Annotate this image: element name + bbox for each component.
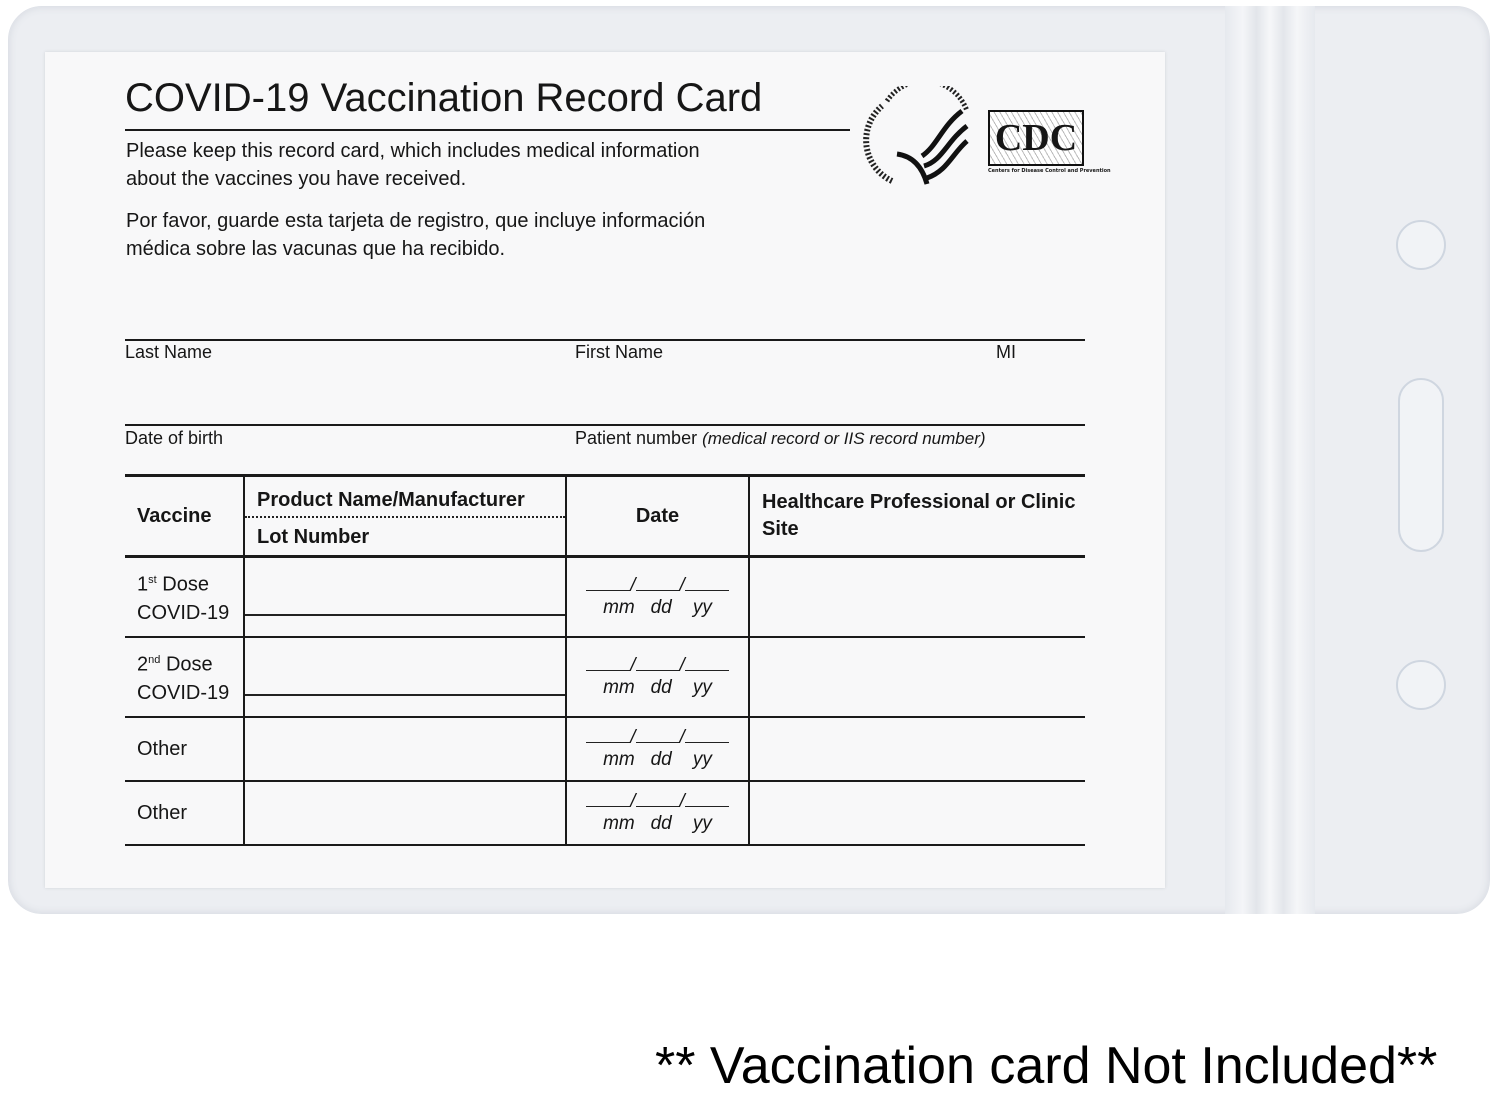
product-cell[interactable] bbox=[243, 779, 567, 846]
header-date: Date bbox=[565, 474, 750, 558]
other-label: Other bbox=[125, 715, 245, 782]
intro-es-2: médica sobre las vacunas que ha recibido… bbox=[126, 238, 506, 260]
date-cell[interactable]: / / mm dd yy bbox=[565, 635, 750, 718]
date-cell[interactable]: / / mm dd yy bbox=[565, 555, 750, 638]
date-cell[interactable]: / / mm dd yy bbox=[565, 779, 750, 846]
title-underline bbox=[125, 129, 850, 131]
site-cell[interactable] bbox=[748, 555, 1085, 638]
last-name-label: Last Name bbox=[125, 342, 213, 362]
site-cell[interactable] bbox=[748, 779, 1085, 846]
cdc-logo: CDC bbox=[988, 110, 1084, 166]
intro-en-2: about the vaccines you have received. bbox=[126, 168, 467, 190]
header-product: Product Name/Manufacturer Lot Number bbox=[243, 474, 567, 558]
punch-hole bbox=[1396, 220, 1446, 270]
site-cell[interactable] bbox=[748, 715, 1085, 782]
dose-label: 1st Dose COVID-19 bbox=[125, 555, 245, 638]
table-row: 1st Dose COVID-19 // mm dd yy bbox=[125, 555, 1085, 638]
table-row: Other / / mm dd yy bbox=[125, 715, 1085, 782]
table-row: Other / / mm dd yy bbox=[125, 779, 1085, 846]
vaccination-table: Vaccine Product Name/Manufacturer Lot Nu… bbox=[125, 474, 1085, 846]
table-header-row: Vaccine Product Name/Manufacturer Lot Nu… bbox=[125, 474, 1085, 558]
punch-hole bbox=[1396, 660, 1446, 710]
site-cell[interactable] bbox=[748, 635, 1085, 718]
card-title: COVID-19 Vaccination Record Card bbox=[125, 76, 763, 120]
table-row: 2nd Dose COVID-19 // mm dd yy bbox=[125, 635, 1085, 718]
lanyard-slot bbox=[1398, 378, 1444, 552]
intro-es-1: Por favor, guarde esta tarjeta de regist… bbox=[126, 210, 706, 232]
dose-label: 2nd Dose COVID-19 bbox=[125, 635, 245, 718]
cdc-logo-subtitle: Centers for Disease Control and Preventi… bbox=[988, 168, 1111, 174]
not-included-caption: ** Vaccination card Not Included** bbox=[655, 1037, 1438, 1095]
patient-number-label: Patient number (medical record or IIS re… bbox=[575, 428, 986, 448]
product-cell[interactable] bbox=[243, 715, 567, 782]
hhs-eagle-logo bbox=[863, 86, 970, 185]
dob-line bbox=[125, 424, 1085, 426]
date-cell[interactable]: / / mm dd yy bbox=[565, 715, 750, 782]
first-name-label: First Name bbox=[575, 342, 664, 362]
intro-en-1: Please keep this record card, which incl… bbox=[126, 140, 700, 162]
header-site: Healthcare Professional or Clinic Site bbox=[748, 474, 1085, 558]
zipper-seal bbox=[1225, 6, 1315, 914]
dob-label: Date of birth bbox=[125, 428, 224, 448]
header-vaccine: Vaccine bbox=[125, 474, 245, 558]
product-cell[interactable] bbox=[243, 555, 567, 638]
name-line bbox=[125, 339, 1085, 341]
mi-label: MI bbox=[996, 342, 1016, 362]
product-cell[interactable] bbox=[243, 635, 567, 718]
other-label: Other bbox=[125, 779, 245, 846]
